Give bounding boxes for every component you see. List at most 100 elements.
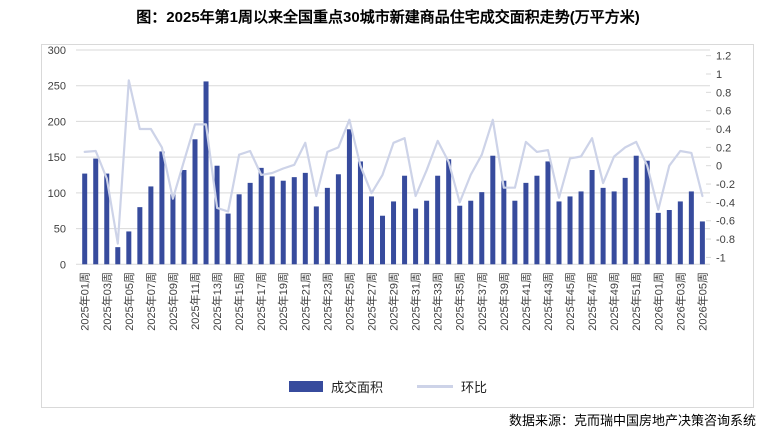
bar bbox=[490, 155, 496, 265]
bar bbox=[313, 206, 319, 265]
x-axis-tick-label: 2025年13周 bbox=[210, 272, 224, 331]
bar bbox=[600, 187, 606, 265]
x-axis-tick-label: 2026年03周 bbox=[673, 272, 687, 331]
left-axis-tick-label: 150 bbox=[48, 152, 66, 164]
left-axis-tick-label: 50 bbox=[54, 224, 66, 236]
bar bbox=[115, 247, 121, 265]
bar bbox=[622, 177, 628, 265]
right-axis-tick-label: 0.2 bbox=[716, 142, 731, 154]
x-axis-tick-label: 2025年11周 bbox=[188, 272, 202, 330]
right-axis-tick-label: 0.8 bbox=[716, 87, 731, 99]
x-axis-tick-label: 2025年37周 bbox=[475, 272, 489, 331]
bar bbox=[578, 191, 584, 265]
bar bbox=[159, 151, 165, 265]
x-axis-tick-label: 2025年27周 bbox=[364, 272, 378, 331]
legend-line-label: 环比 bbox=[461, 380, 488, 395]
right-axis-tick-label: 0 bbox=[716, 161, 722, 173]
left-axis-tick-label: 0 bbox=[60, 259, 66, 271]
bar bbox=[666, 210, 672, 265]
x-axis-tick-label: 2025年05周 bbox=[122, 272, 136, 331]
bar bbox=[446, 159, 452, 265]
right-axis-tick-label: -0.2 bbox=[716, 179, 735, 191]
bar bbox=[688, 191, 694, 265]
x-axis-tick-label: 2026年05周 bbox=[695, 272, 709, 331]
bar bbox=[324, 187, 330, 265]
bar bbox=[611, 191, 617, 265]
chart-border bbox=[41, 44, 754, 408]
x-axis-tick-label: 2025年01周 bbox=[78, 272, 92, 331]
x-axis-tick-label: 2025年47周 bbox=[585, 272, 599, 331]
bar bbox=[192, 139, 198, 265]
x-axis-tick-label: 2025年49周 bbox=[607, 272, 621, 331]
legend-bar-label: 成交面积 bbox=[330, 380, 383, 395]
bar bbox=[391, 201, 397, 265]
x-axis-tick-label: 2025年03周 bbox=[100, 272, 114, 331]
bar bbox=[380, 215, 386, 265]
legend: 成交面积 环比 bbox=[0, 377, 776, 396]
x-axis-tick-label: 2025年15周 bbox=[232, 272, 246, 331]
bars-series bbox=[82, 81, 705, 265]
bar bbox=[302, 172, 308, 265]
left-axis-tick-label: 300 bbox=[48, 45, 66, 57]
x-axis-tick-label: 2025年29周 bbox=[387, 272, 401, 331]
left-axis-tick-label: 100 bbox=[48, 188, 66, 200]
x-axis-tick-label: 2025年33周 bbox=[431, 272, 445, 331]
bar bbox=[545, 161, 551, 265]
x-axis-tick-label: 2026年01周 bbox=[651, 272, 665, 331]
bar bbox=[258, 167, 264, 265]
legend-bar-swatch-icon bbox=[288, 381, 323, 392]
x-axis-tick-label: 2025年23周 bbox=[320, 272, 334, 331]
bar bbox=[247, 182, 253, 265]
left-axis-tick-label: 250 bbox=[48, 81, 66, 93]
data-source: 数据来源：克而瑞中国房地产决策咨询系统 bbox=[508, 413, 756, 428]
x-axis-tick-label: 2025年51周 bbox=[629, 272, 643, 331]
right-axis-tick-label: 0.6 bbox=[716, 106, 731, 118]
huanbi-line bbox=[83, 79, 704, 245]
x-axis-tick-label: 2025年17周 bbox=[254, 272, 268, 331]
x-axis-tick-label: 2025年19周 bbox=[276, 272, 290, 331]
bar bbox=[346, 129, 352, 265]
legend-line-swatch-icon bbox=[417, 385, 453, 388]
bar bbox=[589, 170, 595, 265]
x-axis-tick-label: 2025年31周 bbox=[409, 272, 423, 331]
bar bbox=[677, 201, 683, 265]
bar bbox=[644, 160, 650, 265]
x-axis-tick-label: 2025年41周 bbox=[519, 272, 533, 331]
right-axis-tick-label: 1.2 bbox=[716, 51, 731, 63]
bar bbox=[104, 173, 110, 265]
right-axis-tick-label: -0.4 bbox=[716, 197, 735, 209]
bar bbox=[137, 207, 143, 265]
x-axis-labels: 2025年01周 2025年03周 2025年05周 2025年07周 2025年09周… bbox=[78, 272, 710, 331]
right-axis-tick-label: 0.4 bbox=[716, 124, 731, 136]
bar bbox=[181, 170, 187, 265]
bar bbox=[357, 161, 363, 265]
right-axis-tick-label: -0.6 bbox=[716, 216, 735, 228]
right-axis-tick-label: 1 bbox=[716, 69, 722, 81]
bar bbox=[236, 194, 242, 265]
bar bbox=[280, 180, 286, 265]
left-axis-tick-label: 200 bbox=[48, 116, 66, 128]
x-axis-tick-label: 2025年21周 bbox=[298, 272, 312, 331]
bar bbox=[291, 177, 297, 265]
x-axis-tick-label: 2025年39周 bbox=[497, 272, 511, 331]
bar bbox=[335, 174, 341, 265]
bar bbox=[148, 186, 154, 265]
bar bbox=[225, 213, 231, 265]
x-axis-tick-label: 2025年45周 bbox=[563, 272, 577, 331]
bar bbox=[479, 192, 485, 265]
bar bbox=[93, 158, 99, 265]
bar bbox=[203, 81, 209, 265]
chart-title: 图：2025年第1周以来全国重点30城市新建商品住宅成交面积走势(万平方米) bbox=[136, 9, 640, 26]
bar bbox=[512, 200, 518, 265]
bar bbox=[655, 212, 661, 265]
x-axis-tick-label: 2025年43周 bbox=[541, 272, 555, 331]
bar bbox=[556, 201, 562, 265]
right-axis-tick-label: -0.8 bbox=[716, 234, 735, 246]
right-axis-tick-label: -1 bbox=[716, 252, 726, 264]
x-axis-tick-label: 2025年35周 bbox=[453, 272, 467, 331]
bar bbox=[523, 182, 529, 265]
bar bbox=[567, 196, 573, 265]
left-axis-labels: 0 50 100 150 200 250 300 bbox=[48, 45, 66, 271]
bar bbox=[457, 205, 463, 265]
